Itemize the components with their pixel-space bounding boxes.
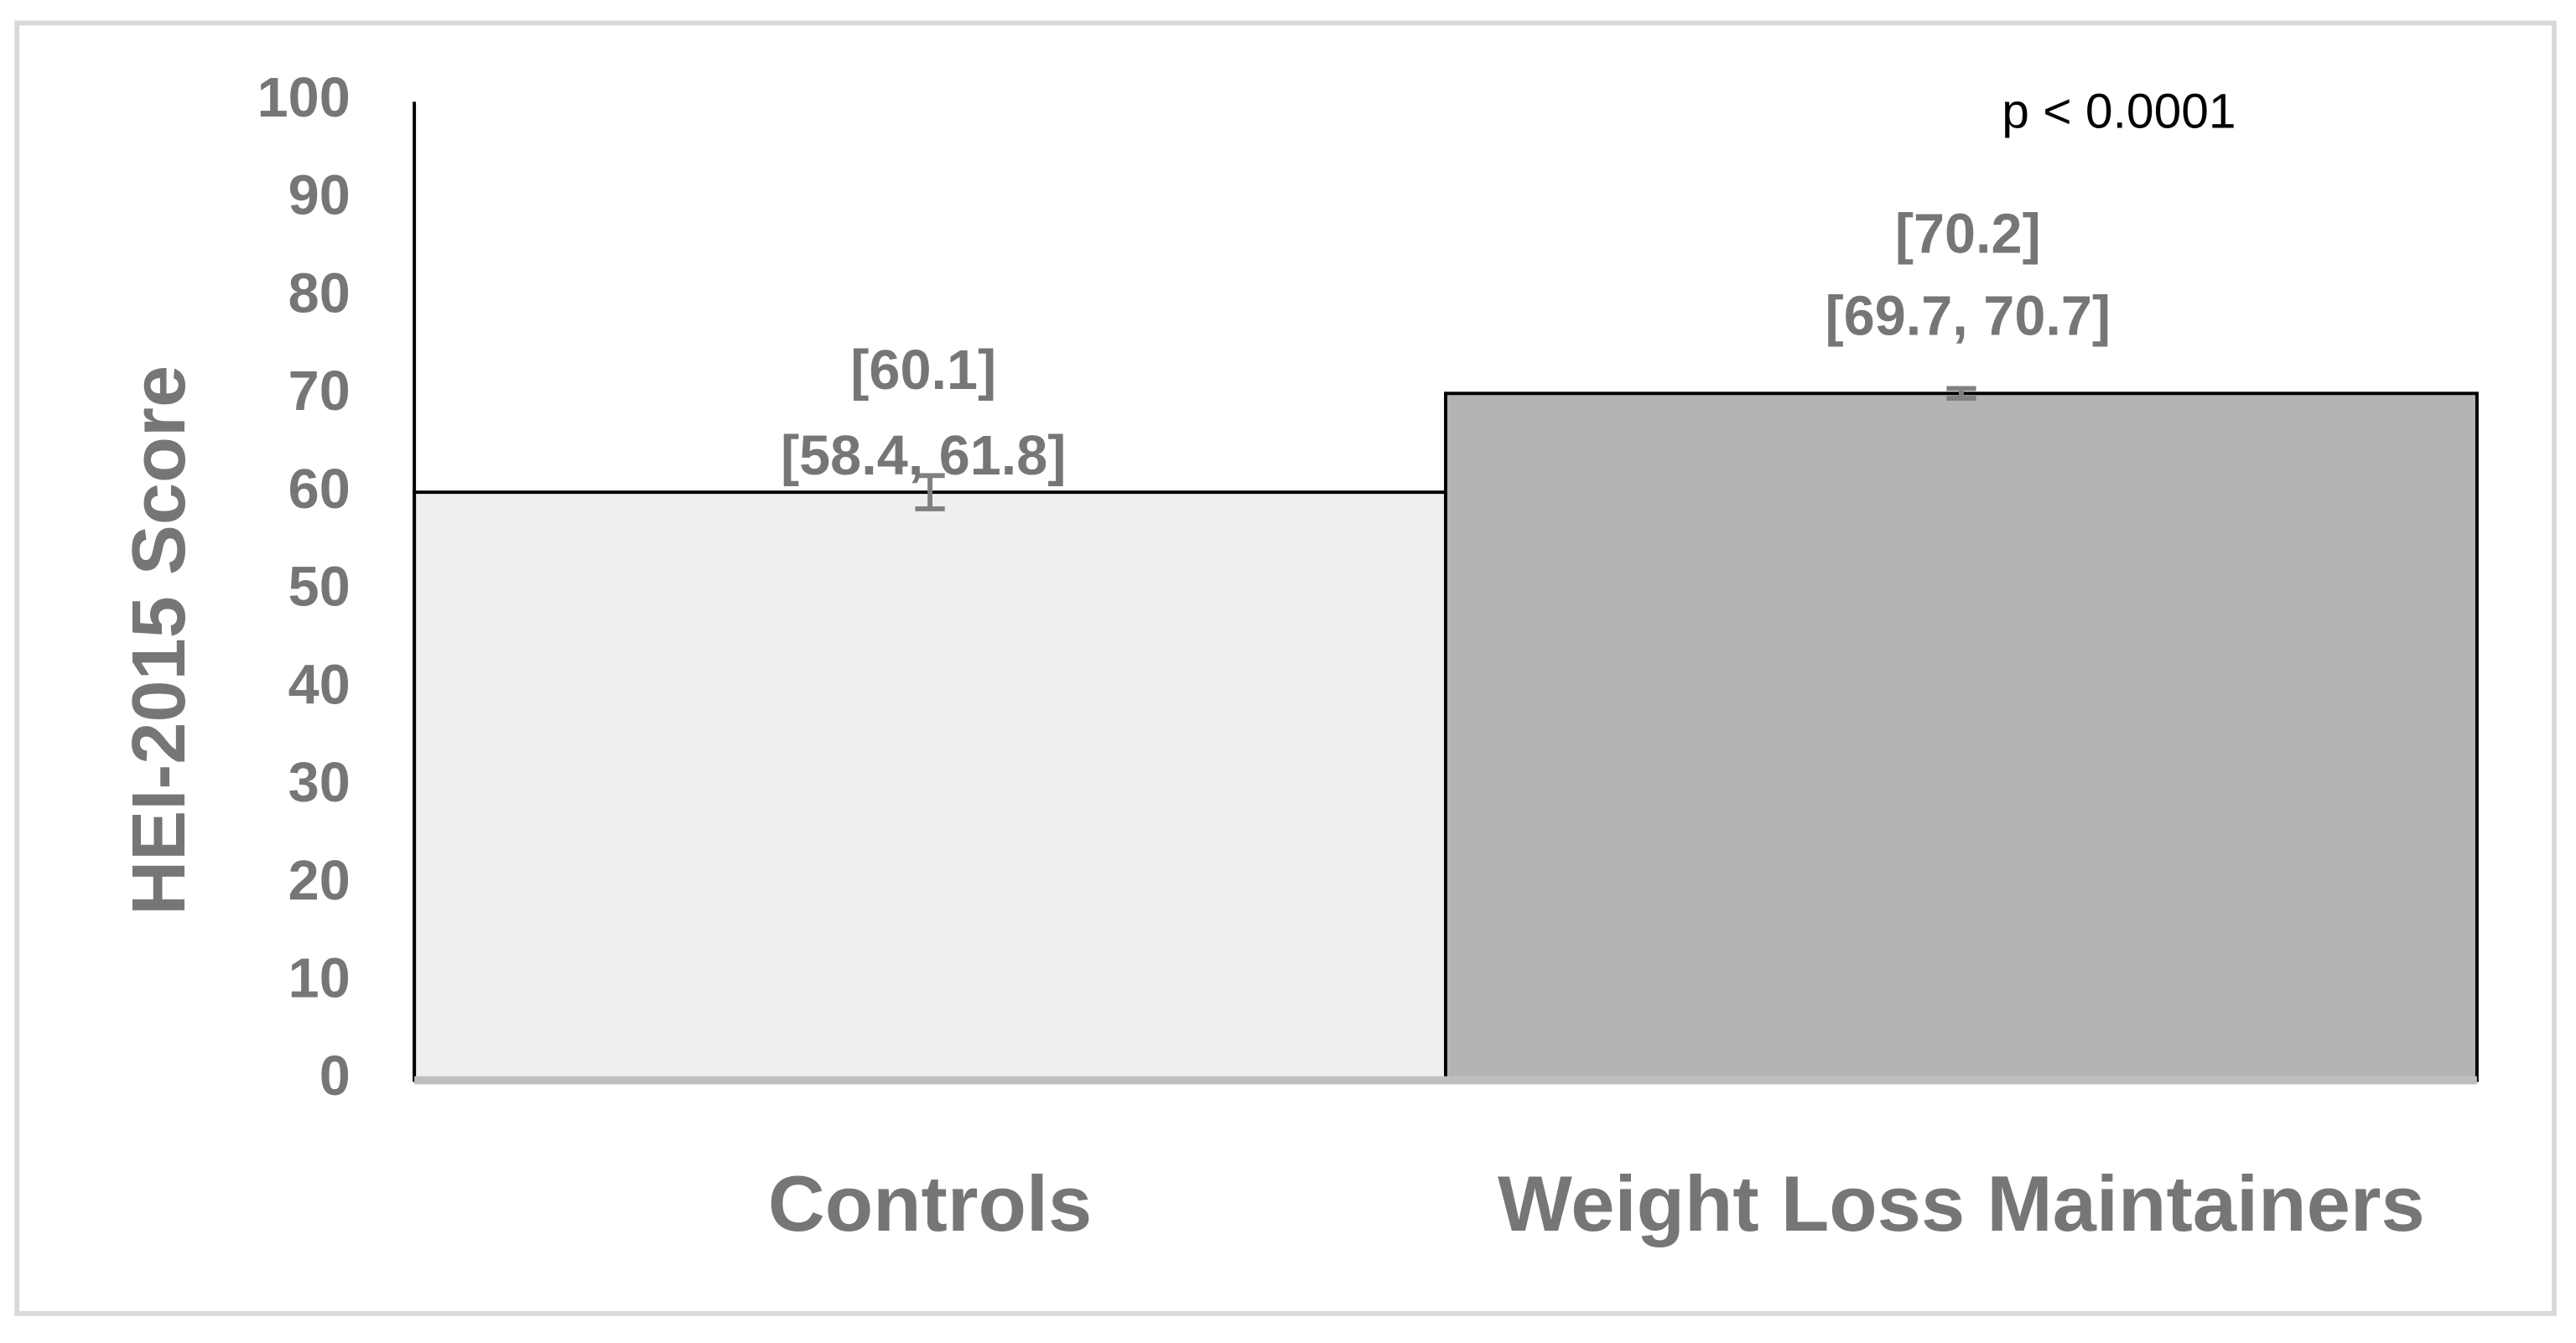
value-label: [60.1] [850,340,996,402]
ci-label: [58.4, 61.8] [781,425,1067,487]
y-tick-label: 0 [319,1045,351,1107]
ci-label: [69.7, 70.7] [1826,285,2111,347]
y-tick-label: 70 [288,360,351,423]
y-tick-label: 40 [288,654,351,716]
y-tick-label: 90 [288,165,351,227]
x-tick-label: Controls [768,1159,1092,1247]
y-tick-label: 50 [288,557,351,619]
bar [413,490,1447,1082]
y-tick-label: 30 [288,752,351,814]
y-tick-label: 80 [288,262,351,324]
y-tick-label: 20 [288,850,351,912]
bar [1444,391,2479,1082]
y-tick-label: 60 [288,459,351,521]
y-tick-label: 10 [288,948,351,1010]
x-tick-label: Weight Loss Maintainers [1498,1159,2425,1247]
error-bar [1946,386,1976,402]
value-label: [70.2] [1895,204,2041,266]
y-tick-label: 100 [257,67,351,129]
y-axis-title: HEI-2015 Score [117,366,201,915]
error-bar [915,473,945,511]
annotation: p < 0.0001 [2002,85,2236,139]
